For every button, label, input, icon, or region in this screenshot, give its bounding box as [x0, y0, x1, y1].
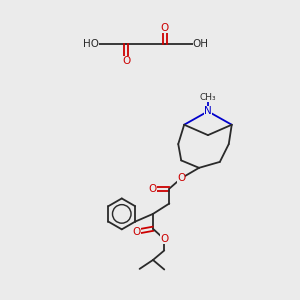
- Text: OH: OH: [193, 40, 208, 50]
- Text: CH₃: CH₃: [200, 94, 216, 103]
- Text: O: O: [149, 184, 157, 194]
- Text: O: O: [122, 56, 130, 66]
- Text: O: O: [161, 23, 169, 33]
- Text: HO: HO: [82, 40, 99, 50]
- Text: O: O: [177, 173, 185, 183]
- Text: N: N: [204, 106, 212, 116]
- Text: O: O: [133, 227, 141, 237]
- Text: O: O: [160, 234, 168, 244]
